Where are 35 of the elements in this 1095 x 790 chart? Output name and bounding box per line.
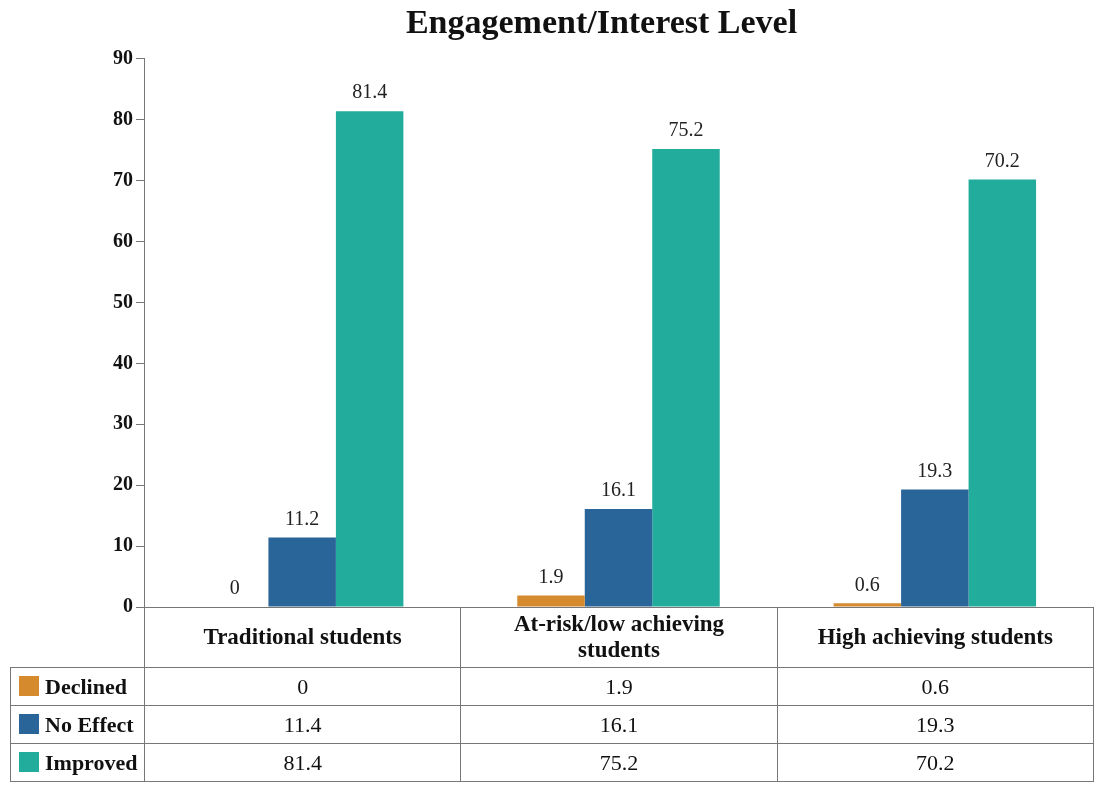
y-tick-label: 90 — [113, 45, 133, 68]
annotation: 0.6 — [854, 572, 880, 595]
data-label: 19.3 — [777, 705, 1094, 744]
annotation: 1.9 — [538, 564, 564, 587]
y-tick-label: 60 — [113, 228, 133, 251]
annotation: 11.2 — [285, 506, 320, 529]
data-label: 70.2 — [777, 743, 1094, 782]
data-label: 81.4 — [144, 743, 461, 782]
x-tick-label: High achieving students — [777, 607, 1094, 668]
legend-label: No Effect — [10, 705, 145, 744]
x-tick-label: Traditional students — [144, 607, 461, 668]
y-tick-label: 50 — [113, 289, 133, 312]
data-label: 16.1 — [460, 705, 778, 744]
y-tick-label: 40 — [113, 350, 133, 373]
y-tick-label: 30 — [113, 411, 133, 434]
y-tick-label: 80 — [113, 106, 133, 129]
annotation: 81.4 — [352, 80, 388, 103]
x-tick-label: At-risk/low achieving students — [460, 607, 778, 668]
y-tick-label: 0 — [123, 594, 133, 617]
y-tick-label: 10 — [113, 533, 133, 556]
data-label: 75.2 — [460, 743, 778, 782]
annotation: 0 — [229, 576, 240, 599]
annotation: 19.3 — [917, 458, 953, 481]
annotation: 70.2 — [984, 148, 1020, 171]
y-tick-label: 20 — [113, 472, 133, 495]
y-tick-label: 70 — [113, 167, 133, 190]
annotation: 16.1 — [601, 478, 636, 501]
chart-title: Engagement/Interest Level — [405, 3, 798, 41]
legend-label: Declined — [10, 667, 145, 706]
data-label: 1.9 — [460, 667, 778, 706]
annotation: 75.2 — [668, 118, 704, 141]
data-label: 0 — [144, 667, 461, 706]
legend-label: Improved — [10, 743, 145, 782]
data-label: 0.6 — [777, 667, 1094, 706]
data-label: 11.4 — [144, 705, 461, 744]
